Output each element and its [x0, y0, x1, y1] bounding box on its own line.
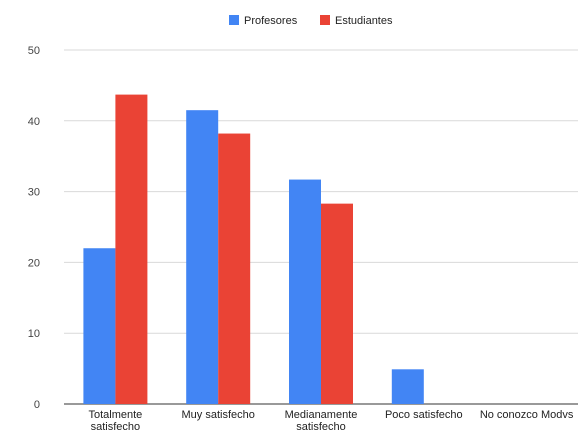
- bar-profesores-1: [186, 110, 219, 405]
- x-tick-label: Totalmente satisfecho: [88, 409, 142, 433]
- y-tick-label: 30: [28, 187, 40, 199]
- x-tick-label-line: satisfecho: [296, 421, 346, 433]
- legend: Profesores Estudiantes: [229, 15, 393, 27]
- x-tick-label-line: No conozco Modvs: [480, 409, 574, 421]
- bar-estudiantes-0: [115, 94, 148, 404]
- legend-swatch-profesores: [229, 15, 239, 25]
- x-tick-label-line: Muy satisfecho: [182, 409, 255, 421]
- x-tick-label-line: Medianamente: [285, 409, 358, 421]
- legend-label-estudiantes: Estudiantes: [335, 15, 393, 27]
- x-tick-label-line: Poco satisfecho: [385, 409, 463, 421]
- y-tick-label: 0: [34, 399, 40, 411]
- y-tick-label: 50: [28, 45, 40, 57]
- bar-estudiantes-1: [218, 133, 251, 404]
- legend-label-profesores: Profesores: [244, 15, 298, 27]
- x-tick-label: Muy satisfecho: [182, 409, 255, 421]
- x-tick-label-line: Totalmente: [88, 409, 142, 421]
- x-tick-label: Poco satisfecho: [385, 409, 463, 421]
- legend-swatch-estudiantes: [320, 15, 330, 25]
- bar-profesores-0: [83, 248, 116, 404]
- x-tick-label: Medianamente satisfecho: [285, 409, 358, 433]
- bar-profesores-3: [391, 369, 424, 404]
- y-tick-label: 20: [28, 257, 40, 269]
- bar-estudiantes-2: [321, 203, 353, 404]
- y-tick-label: 40: [28, 116, 40, 128]
- y-axis: 0 10 20 30 40 50: [28, 45, 40, 411]
- x-tick-label-line: satisfecho: [91, 421, 141, 433]
- y-tick-label: 10: [28, 328, 40, 340]
- bars: [83, 94, 424, 405]
- x-tick-label: No conozco Modvs: [480, 409, 574, 421]
- bar-profesores-2: [289, 179, 321, 404]
